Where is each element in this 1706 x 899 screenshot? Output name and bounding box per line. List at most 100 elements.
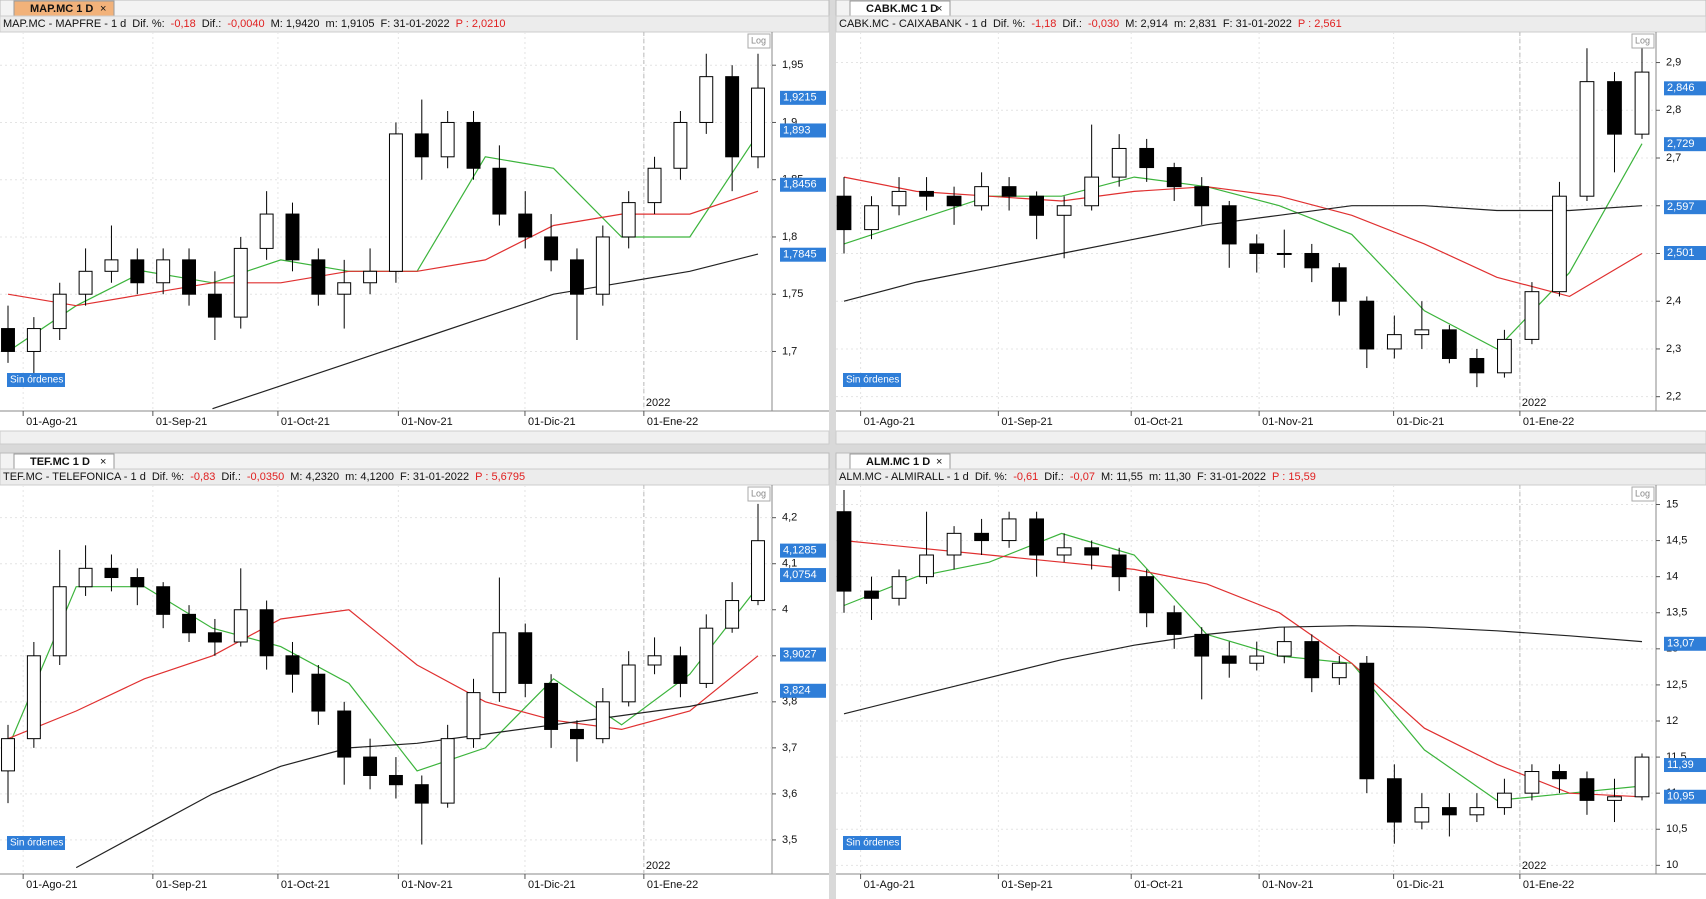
candle-body	[1276, 641, 1292, 657]
orders-badge-text: Sin órdenes	[846, 375, 899, 386]
log-label[interactable]: Log	[1635, 488, 1650, 498]
year-label: 2022	[646, 397, 670, 409]
price-label	[780, 247, 826, 262]
candle-body	[891, 576, 907, 599]
candle-body	[595, 236, 610, 295]
candle-body	[1414, 807, 1430, 823]
header-bar	[835, 468, 1706, 486]
x-tick-label: 01-Dic-21	[1397, 416, 1445, 428]
tab-close[interactable]: ×	[936, 456, 942, 468]
log-button[interactable]	[747, 33, 771, 49]
candle-body	[544, 682, 559, 730]
header-item: Dif.:	[202, 18, 222, 30]
x-tick-label: 01-Ene-22	[647, 416, 698, 428]
header-item: F: 31-01-2022	[1197, 471, 1266, 483]
window-bg	[0, 453, 829, 899]
y-tick-label: 4,2	[782, 512, 797, 524]
candle-body	[337, 282, 352, 295]
y-tick-label: 2,8	[1666, 104, 1681, 116]
candle-body	[259, 609, 274, 657]
x-tick-label: 01-Ago-21	[864, 416, 915, 428]
candle-body	[440, 738, 455, 804]
window-bg	[0, 0, 829, 444]
header-item: -0,0350	[247, 471, 284, 483]
candle-body	[1304, 641, 1320, 679]
candle-body	[1221, 205, 1237, 245]
candle-body	[946, 532, 962, 556]
tab-label[interactable]: TEF.MC 1 D	[30, 456, 90, 468]
header-item: -0,18	[171, 18, 196, 30]
price-label-text: 1,8456	[783, 179, 817, 191]
tab-label[interactable]: MAP.MC 1 D	[30, 3, 93, 15]
header-item: P : 2,561	[1298, 18, 1342, 30]
tab-label[interactable]: CABK.MC 1 D	[866, 3, 938, 15]
tab-close[interactable]: ×	[100, 456, 106, 468]
candle-body	[836, 511, 852, 592]
header-item: Dif.:	[1044, 471, 1064, 483]
log-button[interactable]	[1631, 486, 1655, 502]
candle-body	[673, 655, 688, 684]
candle-body	[440, 121, 455, 158]
candle-body	[78, 270, 93, 295]
candle-body	[492, 632, 507, 694]
y-tick-label: 3,5	[782, 834, 797, 846]
candle-body	[1001, 518, 1017, 542]
candle-body	[26, 655, 41, 740]
header-item: F: 31-01-2022	[1223, 18, 1292, 30]
header-item: -0,07	[1070, 471, 1095, 483]
tab-close[interactable]: ×	[100, 3, 106, 15]
header-text: MAP.MC - MAPFRE - 1 d Dif. %: -0,18 Dif.: -0…	[3, 18, 506, 30]
orders-badge-text: Sin órdenes	[10, 375, 63, 386]
x-tick-label: 01-Ene-22	[1523, 879, 1574, 891]
header-item: F: 31-01-2022	[380, 18, 449, 30]
candle-body	[1524, 291, 1540, 340]
candle-body	[1331, 662, 1347, 679]
candle-body	[864, 590, 879, 599]
log-label[interactable]: Log	[751, 488, 766, 498]
price-label	[1664, 200, 1706, 215]
header-item: P : 15,59	[1272, 471, 1316, 483]
candle-body	[130, 259, 145, 284]
log-button[interactable]	[1631, 33, 1655, 49]
price-label	[1664, 81, 1706, 96]
header-item: Dif. %:	[975, 471, 1007, 483]
header-bar	[835, 15, 1706, 33]
log-button[interactable]	[747, 486, 771, 502]
candle-body	[104, 567, 119, 579]
price-label-text: 1,893	[783, 124, 811, 136]
header-item: Dif.:	[221, 471, 241, 483]
candle-body	[1194, 186, 1210, 207]
y-tick-label: 1,95	[782, 59, 803, 71]
x-tick-label: 01-Nov-21	[401, 879, 452, 891]
candle-body	[1084, 176, 1100, 207]
candle-body	[946, 195, 962, 207]
header-item: m: 2,831	[1174, 18, 1217, 30]
candle-body	[544, 236, 559, 261]
price-label	[780, 90, 826, 105]
scrollbar[interactable]	[0, 430, 830, 445]
candle-body	[1029, 195, 1044, 216]
log-label[interactable]: Log	[1635, 35, 1650, 45]
candle-body	[1166, 167, 1182, 188]
candle-body	[388, 774, 403, 786]
tab-label[interactable]: ALM.MC 1 D	[866, 456, 930, 468]
candle-body	[1111, 554, 1127, 578]
y-tick-label: 2,7	[1666, 152, 1681, 164]
candle-body	[1634, 71, 1650, 135]
scrollbar[interactable]	[835, 430, 1706, 445]
tab-bar	[835, 0, 1706, 17]
candle-body	[1497, 792, 1512, 809]
candle-body	[974, 186, 989, 207]
candle-body	[1139, 147, 1155, 169]
x-tick-label: 01-Oct-21	[281, 416, 330, 428]
orders-badge-text: Sin órdenes	[846, 838, 899, 849]
candle-body	[492, 167, 507, 215]
x-tick-label: 01-Nov-21	[1262, 416, 1313, 428]
log-label[interactable]: Log	[751, 35, 766, 45]
tab-close[interactable]: ×	[936, 3, 942, 15]
y-tick-label: 2,4	[1666, 295, 1681, 307]
window-bg	[836, 453, 1706, 899]
y-tick-label: 13,5	[1666, 607, 1687, 619]
price-label	[1664, 246, 1706, 261]
candle-body	[1386, 334, 1402, 350]
